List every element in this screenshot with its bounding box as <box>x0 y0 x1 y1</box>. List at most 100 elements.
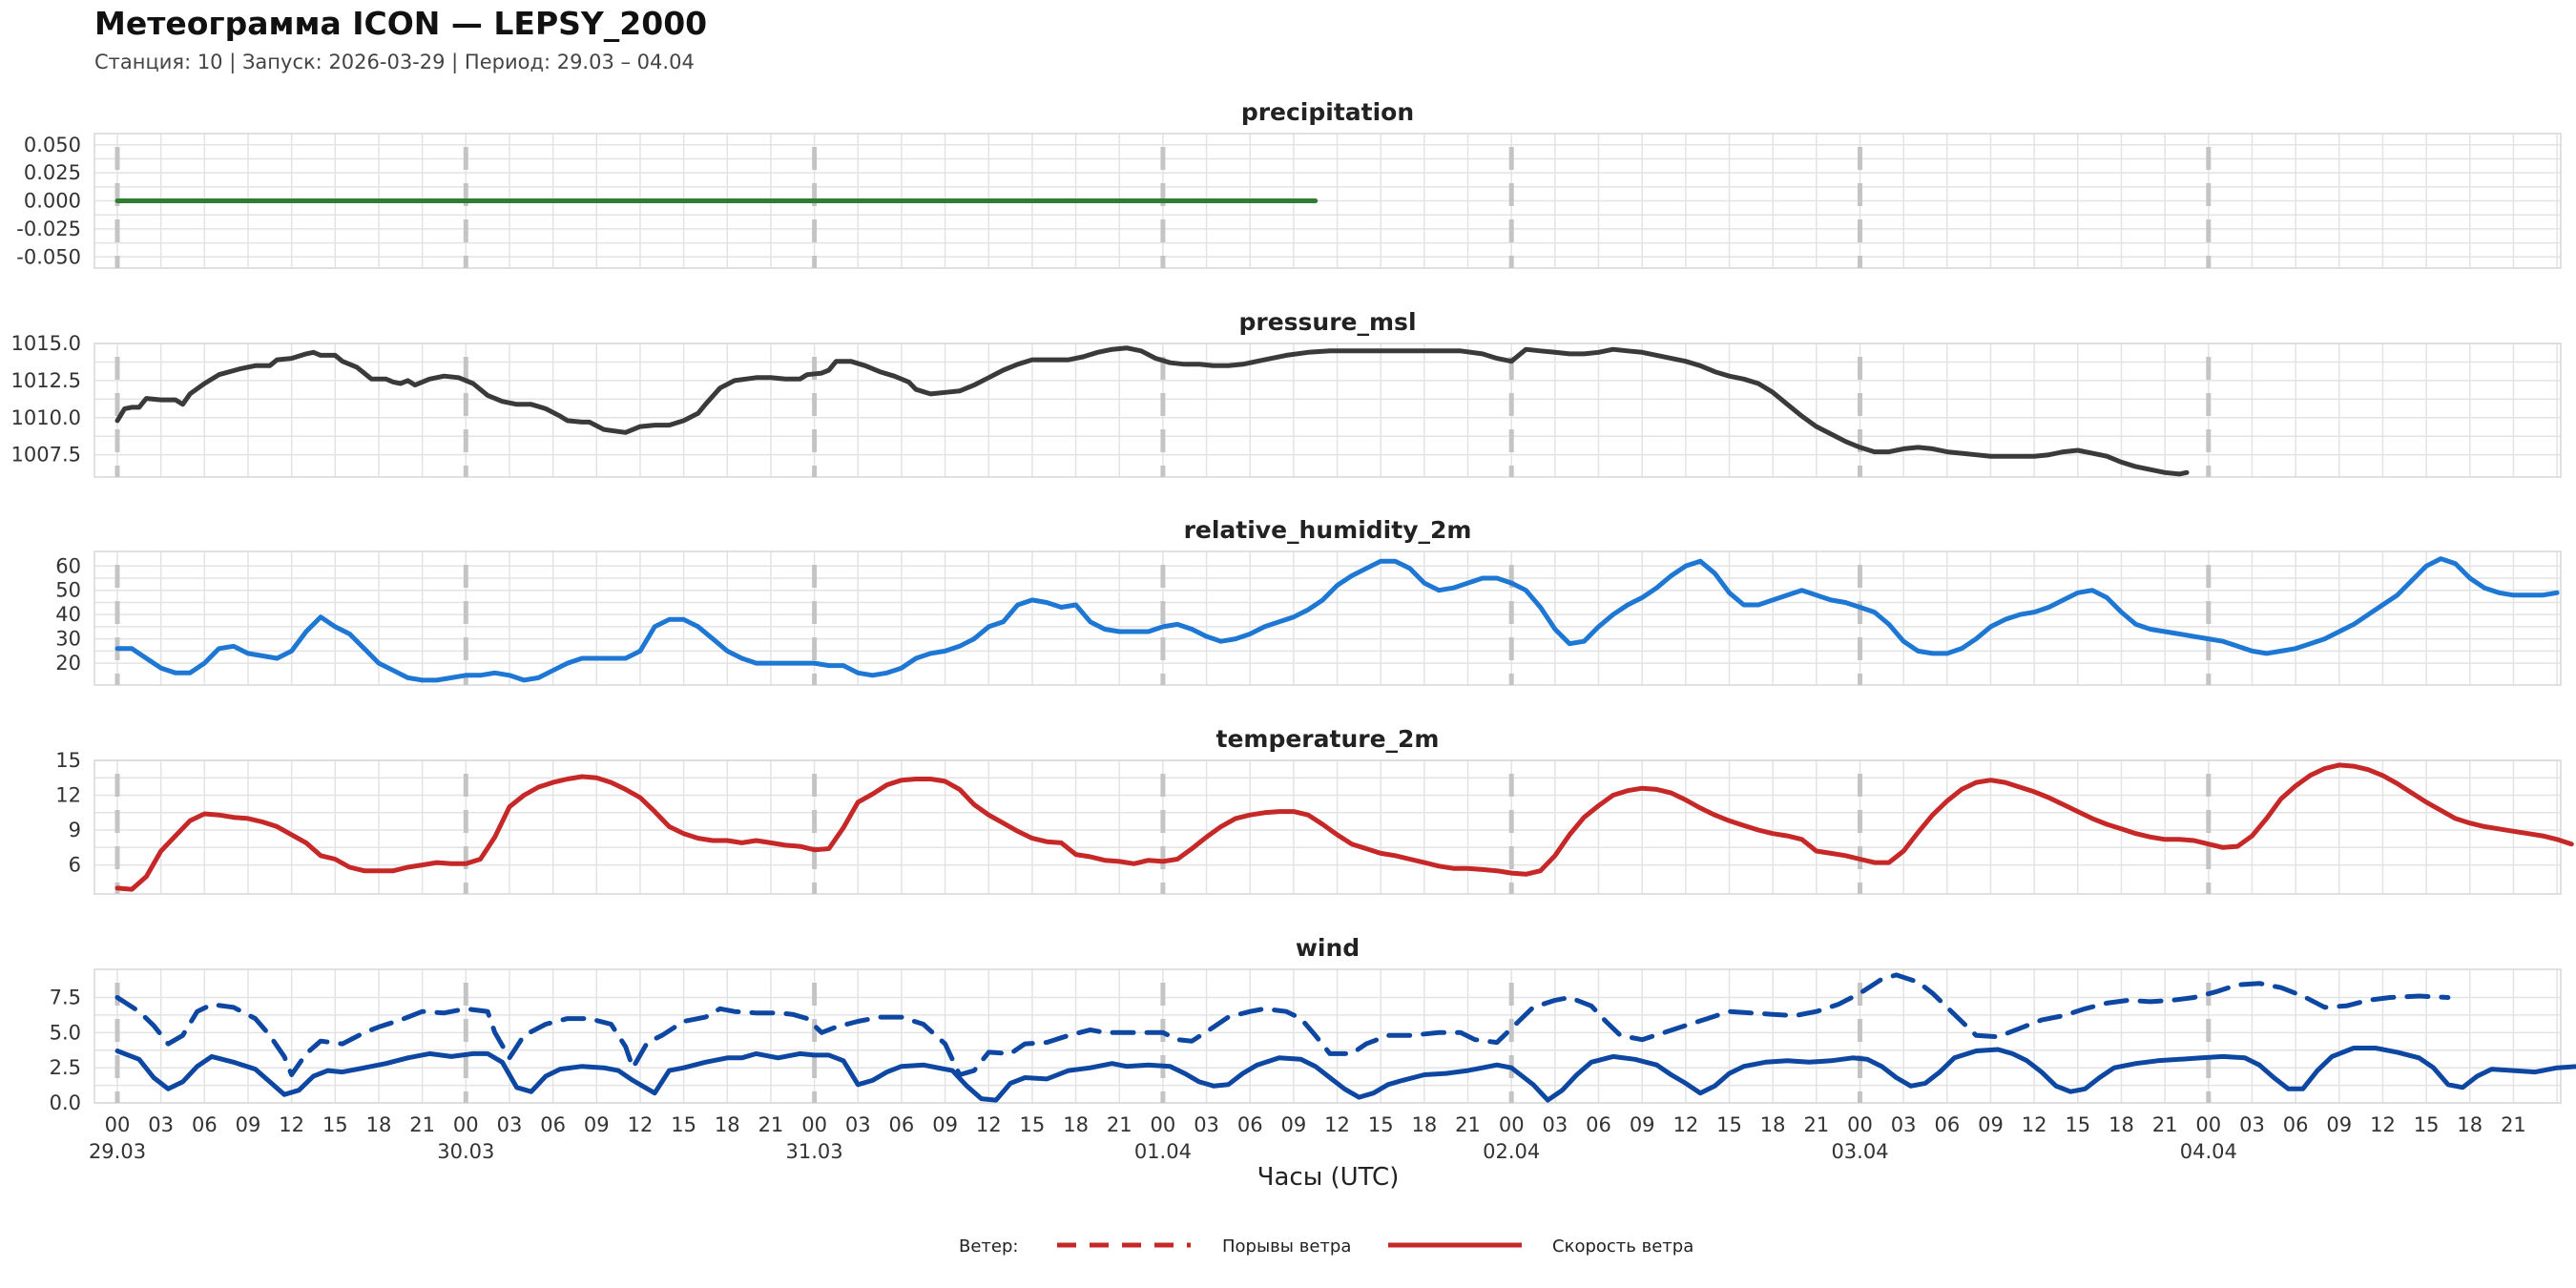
panels: precipitation-0.050-0.0250.0000.0250.050… <box>11 98 2576 1114</box>
panel-title: pressure_msl <box>1238 308 1416 336</box>
series-temperature-2m <box>114 762 2574 892</box>
x-tick-hour: 18 <box>1760 1113 1786 1136</box>
series-pressure-msl <box>114 345 2190 477</box>
x-tick-hour: 21 <box>1455 1113 1481 1136</box>
panel-frame <box>93 343 2562 478</box>
x-tick-day: 01.04 <box>1134 1140 1192 1163</box>
x-tick-day: 29.03 <box>89 1140 146 1163</box>
y-tick-label: 40 <box>55 603 81 626</box>
x-tick-hour: 03 <box>2239 1113 2265 1136</box>
y-tick-label: 0.025 <box>24 161 81 184</box>
x-axis-label: Часы (UTC) <box>1257 1163 1400 1192</box>
panel-title: relative_humidity_2m <box>1184 516 1472 544</box>
legend-label: Порывы ветра <box>1222 1236 1351 1257</box>
x-tick-hour: 03 <box>845 1113 871 1136</box>
x-tick-hour: 12 <box>2022 1113 2047 1136</box>
x-tick-hour: 21 <box>409 1113 435 1136</box>
y-tick-label: 1010.0 <box>11 406 81 429</box>
x-tick-hour: 03 <box>497 1113 523 1136</box>
chart-title: Метеограмма ICON — LEPSY_2000 <box>94 5 707 42</box>
y-tick-label: 30 <box>55 628 81 651</box>
x-tick-hour: 06 <box>1934 1113 1960 1136</box>
x-tick-hour: 15 <box>1716 1113 1742 1136</box>
y-tick-label: 1012.5 <box>11 369 81 392</box>
panel-pressure-msl: pressure_msl 1007.5 1010.0 1012.5 1015.0 <box>11 308 2562 478</box>
y-tick-label: 7.5 <box>50 986 81 1008</box>
y-tick-label: 15 <box>55 749 81 772</box>
x-tick-hour: 12 <box>628 1113 654 1136</box>
x-tick-hour: 12 <box>1324 1113 1350 1136</box>
x-tick-day: 03.04 <box>1831 1140 1888 1163</box>
grid <box>94 551 2561 685</box>
y-tick-label: 0.050 <box>24 134 81 156</box>
x-tick-hour: 15 <box>2065 1113 2090 1136</box>
x-tick-hour: 09 <box>1978 1113 2004 1136</box>
legend-label: Скорость ветра <box>1552 1236 1693 1257</box>
x-tick-day: 31.03 <box>786 1140 843 1163</box>
y-tick-label: 9 <box>69 819 81 841</box>
panel-frame <box>93 968 2562 1104</box>
legend-title: Ветер: <box>959 1236 1018 1257</box>
x-tick-hour: 12 <box>279 1113 304 1136</box>
x-tick-hour: 09 <box>2326 1113 2352 1136</box>
x-tick-hour: 00 <box>105 1113 131 1136</box>
x-tick-hour: 18 <box>2457 1113 2483 1136</box>
x-tick-hour: 15 <box>671 1113 696 1136</box>
series-скорость-ветра <box>114 1046 2576 1103</box>
y-tick-label: 50 <box>55 579 81 602</box>
x-tick-hour: 00 <box>453 1113 479 1136</box>
x-tick-hour: 06 <box>889 1113 915 1136</box>
x-tick-hour: 03 <box>1891 1113 1917 1136</box>
y-tick-label: -0.050 <box>16 245 81 268</box>
x-tick-hour: 00 <box>1151 1113 1176 1136</box>
x-tick-hour: 18 <box>1412 1113 1438 1136</box>
x-tick-hour: 12 <box>2370 1113 2396 1136</box>
x-tick-hour: 18 <box>366 1113 392 1136</box>
y-tick-label: 5.0 <box>50 1021 81 1044</box>
x-tick-hour: 12 <box>976 1113 1002 1136</box>
y-tick-label: 20 <box>55 652 81 675</box>
x-tick-hour: 09 <box>584 1113 610 1136</box>
x-tick-hour: 09 <box>932 1113 958 1136</box>
panel-title: temperature_2m <box>1216 725 1440 753</box>
x-tick-hour: 00 <box>1847 1113 1873 1136</box>
panel-title: precipitation <box>1241 98 1414 126</box>
series-порывы-ветра <box>114 972 2451 1077</box>
x-tick-hour: 09 <box>236 1113 261 1136</box>
panel-precipitation: precipitation -0.050 -0.025 0.000 0.025 0.050 <box>16 98 2562 269</box>
x-tick-hour: 09 <box>1630 1113 1655 1136</box>
y-tick-label: 0.000 <box>24 190 81 213</box>
x-tick-hour: 15 <box>2414 1113 2440 1136</box>
x-tick-hour: 21 <box>1107 1113 1132 1136</box>
x-tick-hour: 06 <box>2283 1113 2309 1136</box>
x-tick-day: 30.03 <box>437 1140 494 1163</box>
x-tick-hour: 18 <box>2109 1113 2134 1136</box>
x-tick-hour: 00 <box>2195 1113 2221 1136</box>
x-tick-hour: 00 <box>801 1113 827 1136</box>
x-tick-hour: 00 <box>1499 1113 1525 1136</box>
x-axis: 00 03 06 09 12 15 18 21 00 03 06 09 12 15 18 21 00 03 06 09… <box>89 1113 2526 1163</box>
x-tick-hour: 03 <box>1542 1113 1568 1136</box>
y-tick-label: 1007.5 <box>11 444 81 467</box>
y-tick-label: 1015.0 <box>11 332 81 355</box>
x-tick-hour: 18 <box>1063 1113 1089 1136</box>
legend: Ветер: Порывы ветра Скорость ветра <box>959 1236 1693 1257</box>
x-tick-day: 04.04 <box>2180 1140 2237 1163</box>
x-tick-day: 02.04 <box>1483 1140 1540 1163</box>
y-tick-label: 0.0 <box>50 1091 81 1114</box>
x-tick-hour: 21 <box>2501 1113 2526 1136</box>
x-tick-hour: 21 <box>2152 1113 2178 1136</box>
panel-temperature-2m: temperature_2m 6 9 12 15 <box>55 725 2574 895</box>
x-tick-hour: 12 <box>1672 1113 1698 1136</box>
x-tick-hour: 15 <box>1368 1113 1394 1136</box>
x-tick-hour: 06 <box>540 1113 566 1136</box>
y-tick-label: 12 <box>55 784 81 807</box>
x-tick-hour: 06 <box>192 1113 218 1136</box>
y-tick-label: -0.025 <box>16 218 81 240</box>
series-relative-humidity-2m <box>114 556 2560 683</box>
chart-subtitle: Станция: 10 | Запуск: 2026-03-29 | Перио… <box>94 51 695 74</box>
x-tick-hour: 03 <box>1194 1113 1219 1136</box>
panel-wind: wind 0.0 2.5 5.0 7.5 <box>50 934 2576 1114</box>
y-tick-label: 2.5 <box>50 1056 81 1079</box>
